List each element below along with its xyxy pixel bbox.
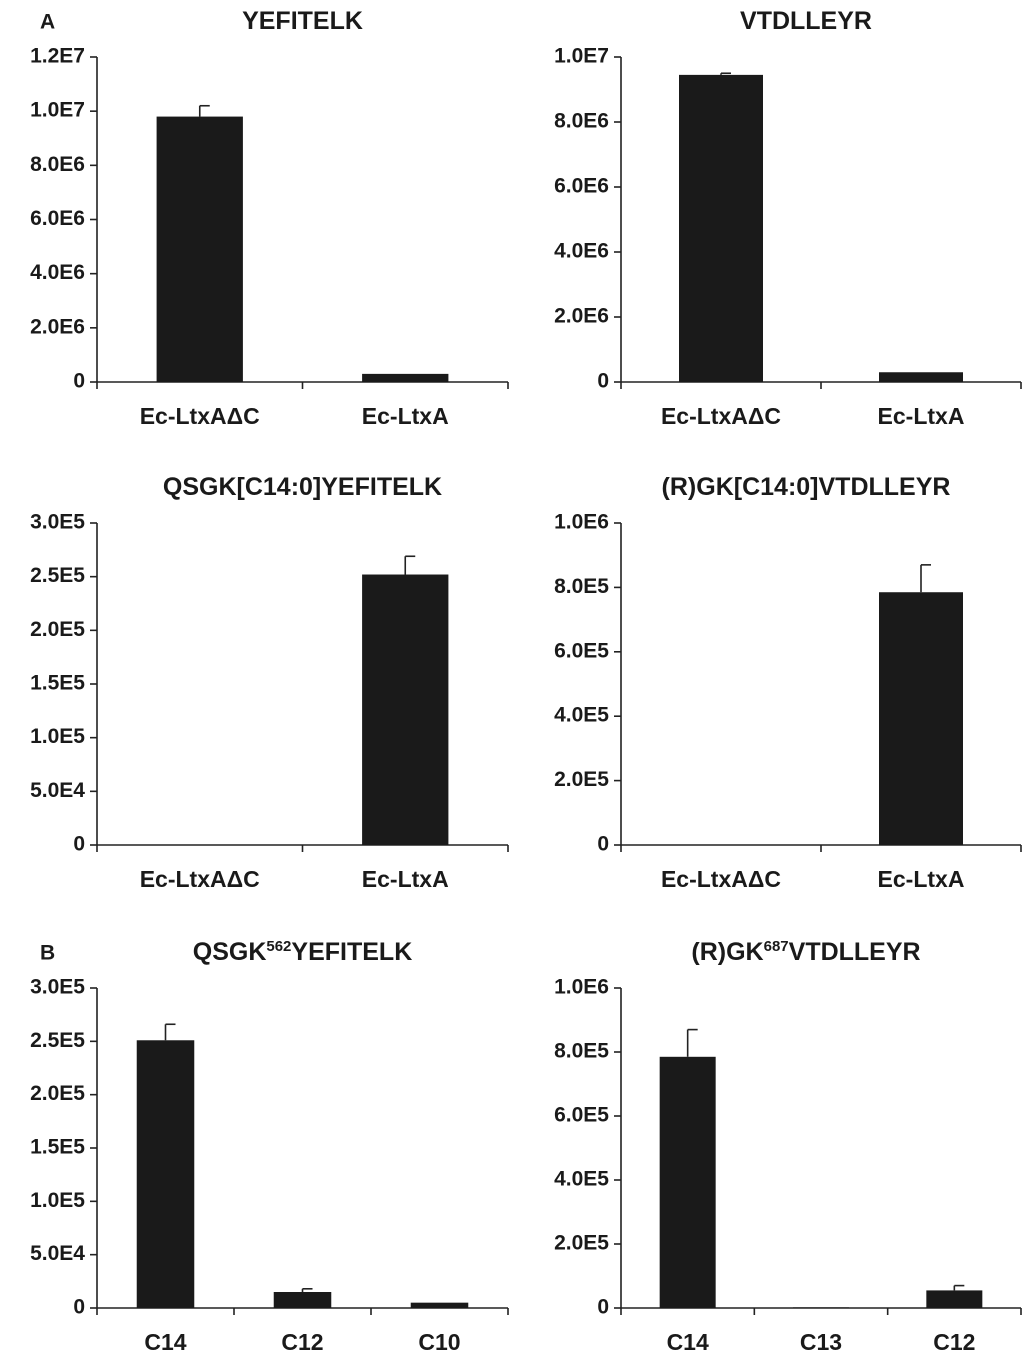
x-tick-label: C14: [144, 1329, 186, 1355]
y-tick-label: 2.0E5: [554, 768, 609, 791]
y-tick-label: 1.5E5: [30, 672, 85, 695]
bar: [879, 372, 963, 382]
error-bar: [920, 564, 931, 593]
y-tick-label: 3.0E5: [30, 511, 85, 534]
x-tick-label: Ec-LtxAΔC: [140, 403, 260, 429]
x-tick-label: C12: [933, 1329, 975, 1355]
y-tick-label: 1.0E5: [30, 1189, 85, 1212]
title-part: YEFITELK: [291, 938, 412, 966]
x-tick-label: C14: [667, 1329, 709, 1355]
y-tick-label: 2.0E5: [30, 1082, 85, 1105]
bar: [659, 1056, 716, 1308]
y-tick-label: 6.0E6: [30, 207, 85, 230]
y-tick-label: 2.0E5: [30, 618, 85, 641]
error-bar: [404, 555, 416, 575]
y-tick-label: 0: [597, 833, 609, 856]
error-bar: [164, 1023, 176, 1041]
x-tick-label: C12: [281, 1329, 323, 1355]
x-tick-label: Ec-LtxAΔC: [661, 403, 781, 429]
bar: [926, 1290, 983, 1308]
title-part: QSGK: [193, 938, 267, 966]
y-tick-label: 0: [73, 833, 85, 856]
x-tick-label: Ec-LtxAΔC: [140, 866, 260, 892]
y-tick-label: 6.0E5: [554, 639, 609, 662]
title-part: 687: [764, 938, 789, 955]
chart-title: (R)GK687VTDLLEYR: [691, 938, 920, 966]
x-tick-label: Ec-LtxA: [878, 403, 965, 429]
y-tick-label: 4.0E5: [554, 704, 609, 727]
title-part: (R)GK[C14:0]VTDLLEYR: [662, 473, 951, 501]
x-tick-label: Ec-LtxA: [878, 866, 965, 892]
y-tick-label: 5.0E4: [30, 1242, 85, 1265]
y-tick-label: 8.0E6: [554, 110, 609, 133]
bar: [362, 574, 449, 845]
chart-title: VTDLLEYR: [740, 7, 872, 35]
y-tick-label: 1.0E6: [554, 976, 609, 999]
y-tick-label: 2.0E6: [554, 305, 609, 328]
y-tick-label: 1.0E7: [30, 99, 85, 122]
bar: [136, 1040, 195, 1308]
y-tick-label: 6.0E5: [554, 1104, 609, 1127]
y-tick-label: 1.0E7: [554, 45, 609, 68]
y-tick-label: 5.0E4: [30, 779, 85, 802]
y-tick-label: 8.0E5: [554, 1040, 609, 1063]
error-bar: [686, 1028, 698, 1057]
x-tick-label: C10: [418, 1329, 460, 1355]
y-tick-label: 3.0E5: [30, 976, 85, 999]
y-tick-label: 0: [597, 370, 609, 393]
panel-label: A: [40, 11, 55, 34]
error-bar: [198, 104, 210, 117]
title-part: (R)GK: [691, 938, 763, 966]
y-tick-label: 0: [73, 1296, 85, 1319]
y-tick-label: 1.0E5: [30, 725, 85, 748]
y-tick-label: 8.0E5: [554, 575, 609, 598]
y-tick-label: 4.0E5: [554, 1168, 609, 1191]
chart-title: (R)GK[C14:0]VTDLLEYR: [662, 473, 951, 501]
chart-title: YEFITELK: [242, 7, 363, 35]
bar: [156, 116, 243, 382]
title-part: VTDLLEYR: [740, 7, 872, 35]
y-tick-label: 1.0E6: [554, 511, 609, 534]
chart-title: QSGK[C14:0]YEFITELK: [163, 473, 442, 501]
y-tick-label: 1.2E7: [30, 45, 85, 68]
y-tick-label: 2.0E5: [554, 1232, 609, 1255]
bar: [679, 74, 763, 382]
y-tick-label: 6.0E6: [554, 175, 609, 198]
bar: [793, 1307, 849, 1308]
y-tick-label: 4.0E6: [30, 261, 85, 284]
panel-label: B: [40, 942, 55, 965]
bar: [879, 592, 963, 845]
chart-title: QSGK562YEFITELK: [193, 938, 413, 966]
y-tick-label: 2.5E5: [30, 564, 85, 587]
title-part: QSGK[C14:0]YEFITELK: [163, 473, 442, 501]
bar: [273, 1292, 332, 1308]
x-tick-label: Ec-LtxA: [362, 403, 449, 429]
y-tick-label: 1.5E5: [30, 1136, 85, 1159]
bar: [362, 373, 449, 382]
error-bar: [953, 1284, 965, 1291]
y-tick-label: 0: [73, 370, 85, 393]
error-bar: [720, 72, 731, 75]
title-part: VTDLLEYR: [789, 938, 921, 966]
x-tick-label: C13: [800, 1329, 842, 1355]
error-bar: [301, 1288, 313, 1292]
y-tick-label: 2.0E6: [30, 315, 85, 338]
title-part: YEFITELK: [242, 7, 363, 35]
y-tick-label: 0: [597, 1296, 609, 1319]
y-tick-label: 4.0E6: [554, 240, 609, 263]
x-tick-label: Ec-LtxA: [362, 866, 449, 892]
title-part: 562: [266, 938, 291, 955]
x-tick-label: Ec-LtxAΔC: [661, 866, 781, 892]
bar: [410, 1302, 469, 1308]
y-tick-label: 8.0E6: [30, 153, 85, 176]
y-tick-label: 2.5E5: [30, 1029, 85, 1052]
